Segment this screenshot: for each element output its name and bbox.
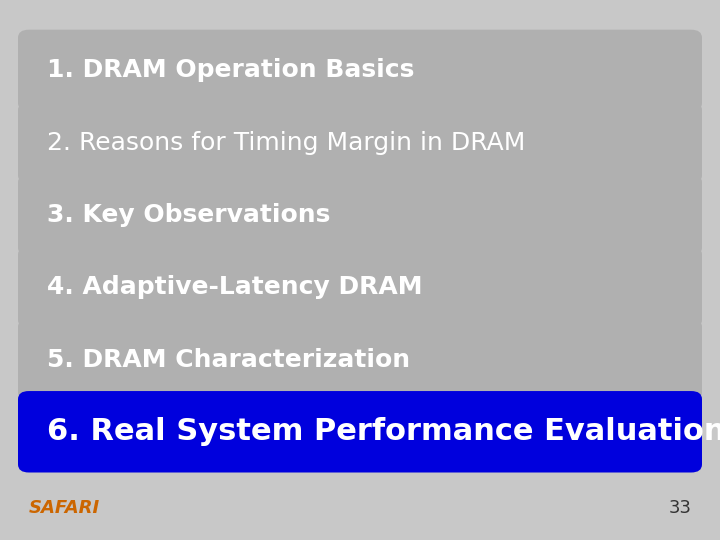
FancyBboxPatch shape bbox=[18, 391, 702, 472]
Text: 1. DRAM Operation Basics: 1. DRAM Operation Basics bbox=[47, 58, 414, 83]
FancyBboxPatch shape bbox=[18, 30, 702, 111]
Text: 2. Reasons for Timing Margin in DRAM: 2. Reasons for Timing Margin in DRAM bbox=[47, 131, 525, 154]
Text: 6. Real System Performance Evaluation: 6. Real System Performance Evaluation bbox=[47, 417, 720, 446]
FancyBboxPatch shape bbox=[18, 102, 702, 184]
Text: 5. DRAM Characterization: 5. DRAM Characterization bbox=[47, 348, 410, 372]
Text: 33: 33 bbox=[668, 498, 691, 517]
FancyBboxPatch shape bbox=[18, 319, 702, 400]
Text: 3. Key Observations: 3. Key Observations bbox=[47, 203, 330, 227]
FancyBboxPatch shape bbox=[18, 174, 702, 255]
Text: SAFARI: SAFARI bbox=[29, 498, 100, 517]
FancyBboxPatch shape bbox=[18, 246, 702, 328]
Text: 4. Adaptive-Latency DRAM: 4. Adaptive-Latency DRAM bbox=[47, 275, 423, 299]
